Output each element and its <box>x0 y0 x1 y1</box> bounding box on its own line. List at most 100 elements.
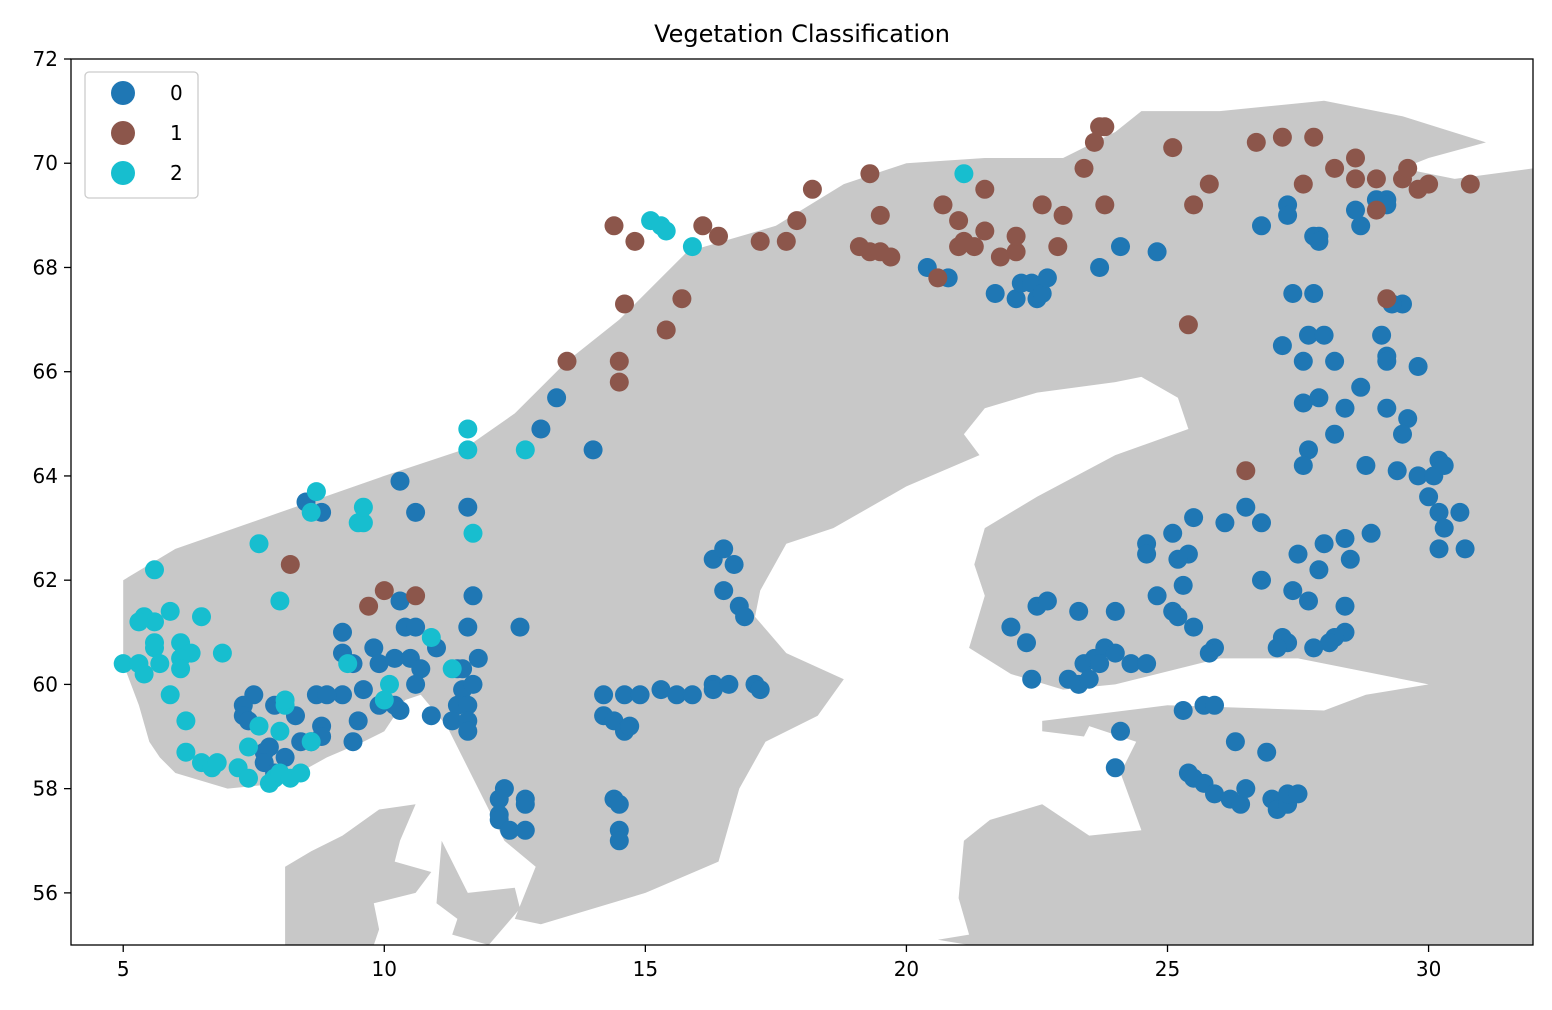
point-class-0 <box>667 685 687 705</box>
point-class-0 <box>515 820 535 840</box>
point-class-1 <box>1346 148 1365 168</box>
point-class-0 <box>1267 638 1287 658</box>
legend-label-1: 1 <box>170 121 183 145</box>
point-class-0 <box>1351 377 1371 397</box>
point-class-0 <box>1168 607 1188 627</box>
point-class-0 <box>609 794 629 814</box>
point-class-0 <box>390 701 410 720</box>
point-class-2 <box>145 560 164 580</box>
legend-label-2: 2 <box>170 161 183 185</box>
point-class-0 <box>1163 523 1183 543</box>
point-class-1 <box>693 216 713 236</box>
point-class-0 <box>1105 601 1125 621</box>
point-class-0 <box>1293 351 1313 371</box>
point-class-1 <box>787 211 807 231</box>
point-class-1 <box>860 164 880 184</box>
point-class-2 <box>207 753 227 773</box>
land-zealand <box>436 840 520 945</box>
point-class-0 <box>1184 617 1204 637</box>
point-class-1 <box>1293 174 1313 194</box>
point-class-0 <box>515 794 535 814</box>
point-class-0 <box>1037 591 1057 611</box>
point-class-0 <box>510 617 530 637</box>
point-class-0 <box>1225 732 1245 752</box>
point-class-0 <box>1205 784 1224 804</box>
point-class-1 <box>1084 132 1104 152</box>
scatter-points <box>113 117 1480 851</box>
point-class-0 <box>406 674 426 694</box>
point-class-1 <box>1246 132 1266 152</box>
point-class-0 <box>1147 586 1167 606</box>
point-class-0 <box>1257 742 1277 762</box>
point-class-1 <box>1163 138 1183 158</box>
point-class-0 <box>1299 591 1318 611</box>
point-class-1 <box>928 268 948 288</box>
x-tick-label: 10 <box>372 957 397 981</box>
point-class-0 <box>714 581 734 601</box>
point-class-0 <box>364 638 384 658</box>
point-class-2 <box>954 164 974 184</box>
point-class-2 <box>150 654 170 674</box>
x-axis: 5 10 15 20 25 30 <box>117 945 1441 981</box>
point-class-0 <box>1111 721 1130 741</box>
point-class-1 <box>990 247 1010 267</box>
point-class-0 <box>750 680 770 700</box>
point-class-0 <box>1032 284 1052 303</box>
point-class-0 <box>1006 289 1026 309</box>
point-class-0 <box>406 617 426 637</box>
point-class-0 <box>1387 461 1407 481</box>
point-class-0 <box>348 711 368 731</box>
point-class-0 <box>1314 325 1334 345</box>
point-class-1 <box>1304 127 1324 147</box>
point-class-0 <box>1147 242 1167 262</box>
point-class-0 <box>1429 539 1449 559</box>
point-class-0 <box>1079 669 1099 689</box>
point-class-0 <box>1017 633 1036 653</box>
point-class-0 <box>1304 284 1324 303</box>
point-class-0 <box>594 685 614 705</box>
y-axis: 56 58 60 62 64 66 68 70 72 <box>33 47 71 905</box>
point-class-2 <box>160 685 180 705</box>
point-class-2 <box>113 654 133 674</box>
point-class-1 <box>1053 205 1073 225</box>
point-class-2 <box>192 607 211 627</box>
point-class-2 <box>353 513 373 533</box>
point-class-0 <box>458 721 478 741</box>
point-class-2 <box>275 690 295 710</box>
point-class-2 <box>442 659 462 679</box>
point-class-1 <box>1325 158 1345 178</box>
point-class-2 <box>458 419 478 439</box>
point-class-0 <box>458 695 478 715</box>
point-class-1 <box>1272 127 1292 147</box>
point-class-0 <box>500 820 520 840</box>
point-class-0 <box>1408 466 1428 486</box>
point-class-0 <box>1408 357 1428 376</box>
point-class-0 <box>1168 549 1188 569</box>
land-jutland <box>285 804 432 945</box>
point-class-1 <box>870 205 890 225</box>
point-class-0 <box>458 617 478 637</box>
point-class-0 <box>1325 351 1345 371</box>
point-class-2 <box>129 612 149 632</box>
point-class-1 <box>1377 289 1397 309</box>
legend-marker-1 <box>111 121 135 145</box>
point-class-0 <box>615 685 634 705</box>
point-class-0 <box>1319 633 1339 653</box>
point-class-0 <box>1372 325 1392 345</box>
legend-marker-2 <box>111 161 135 185</box>
y-tick-label: 60 <box>33 672 58 696</box>
point-class-1 <box>557 351 577 371</box>
y-tick-label: 64 <box>33 464 58 488</box>
point-class-0 <box>735 607 755 627</box>
point-class-0 <box>630 685 650 705</box>
point-class-0 <box>442 711 462 731</box>
point-class-0 <box>1450 502 1470 522</box>
point-class-0 <box>390 471 410 491</box>
point-class-0 <box>1069 601 1089 621</box>
y-tick-label: 72 <box>33 47 58 71</box>
point-class-0 <box>390 591 410 611</box>
point-class-1 <box>1074 158 1094 178</box>
point-class-2 <box>145 638 164 658</box>
point-class-0 <box>1356 456 1376 475</box>
